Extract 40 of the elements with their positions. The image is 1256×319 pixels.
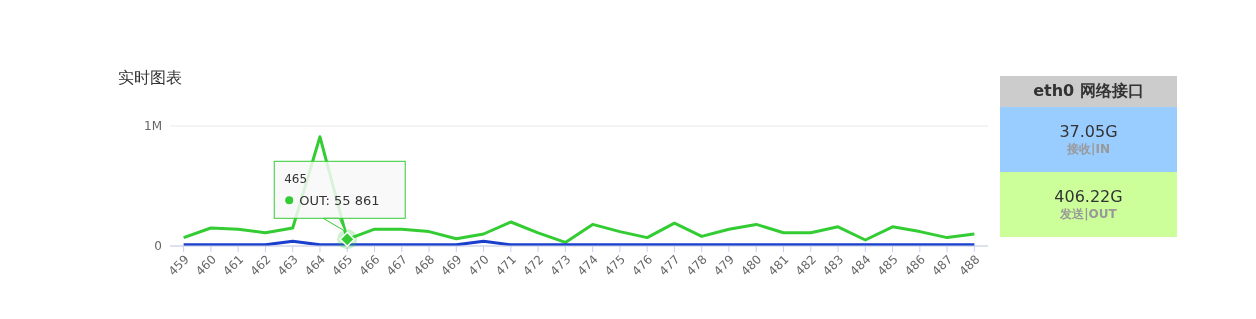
x-tick-label: 459	[165, 252, 192, 279]
x-tick-label: 470	[465, 252, 492, 279]
x-tick-label: 462	[247, 252, 274, 279]
x-tick-label: 482	[792, 252, 819, 279]
text: 37.05G	[1059, 121, 1118, 141]
x-tick-label: 484	[847, 252, 874, 279]
x-tick-label: 478	[683, 252, 710, 279]
x-tick-label: 474	[574, 252, 601, 279]
x-tick-label: 487	[929, 252, 956, 279]
text: 406.22G	[1054, 186, 1123, 206]
x-tick-label: 472	[520, 252, 547, 279]
x-tick-label: 466	[356, 252, 383, 279]
text: 发送|OUT	[1060, 205, 1117, 223]
y-tick-label: 1M	[144, 119, 162, 134]
x-tick-label: 471	[492, 252, 519, 279]
text: 接收|IN	[1067, 140, 1110, 158]
x-tick-label: 463	[274, 252, 301, 279]
x-tick-label: 480	[738, 252, 765, 279]
x-tick-label: 468	[411, 252, 438, 279]
y-tick-label: 0	[154, 239, 162, 254]
x-tick-label: 467	[383, 252, 410, 279]
x-tick-label: 461	[220, 252, 247, 279]
x-tick-label: 481	[765, 252, 792, 279]
x-tick-label: 488	[956, 252, 983, 279]
x-tick-label: 476	[629, 252, 656, 279]
chart-title: 实时图表	[118, 68, 182, 89]
x-tick-label: 473	[547, 252, 574, 279]
x-tick-label: 483	[820, 252, 847, 279]
text: eth0 网络接口	[1000, 76, 1177, 107]
x-tick-label: 464	[302, 252, 329, 279]
x-tick-label: 485	[874, 252, 901, 279]
x-tick-label: 460	[192, 252, 220, 279]
x-tick-label: 477	[656, 252, 683, 279]
x-tick-label: 465	[329, 252, 356, 279]
x-tick-label: 479	[711, 252, 738, 279]
x-tick-label: 475	[601, 252, 629, 279]
annotation: OUT: 55 861	[299, 193, 380, 209]
x-tick-label: 486	[901, 252, 928, 279]
x-tick-label: 469	[438, 252, 465, 279]
annotation: 465	[284, 172, 308, 187]
